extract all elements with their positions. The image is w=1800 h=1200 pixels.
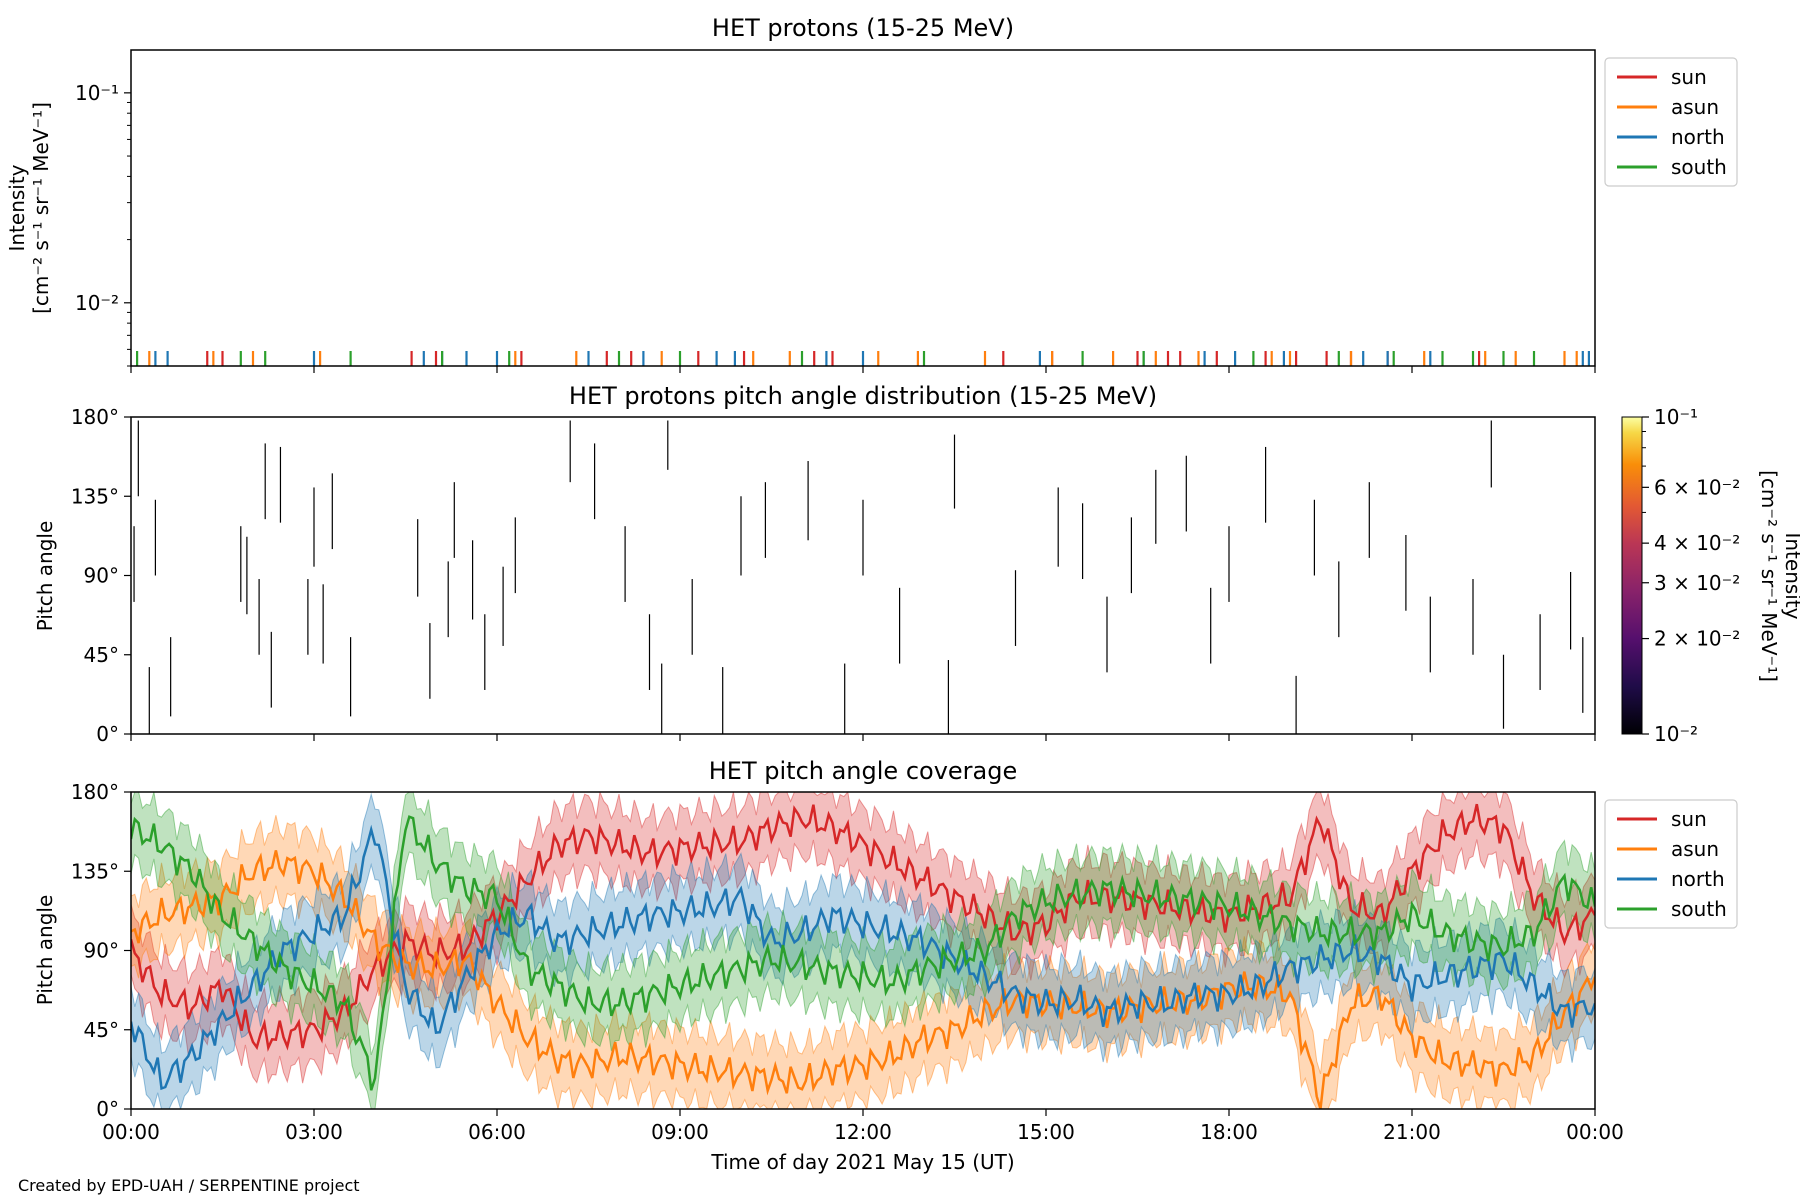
colorbar-tick-label: 4 × 10⁻²	[1654, 531, 1740, 555]
colorbar-tick-label: 10⁻¹	[1654, 405, 1698, 429]
colorbar: 10⁻¹ 6 × 10⁻² 4 × 10⁻² 3 × 10⁻² 2 × 10⁻² 10⁻²…	[1621, 405, 1800, 746]
y-tick-label: 45°	[84, 1018, 119, 1042]
series-line-sun	[131, 803, 1595, 1052]
colorbar-tick-label: 6 × 10⁻²	[1654, 475, 1740, 499]
legend-label-south: south	[1671, 155, 1727, 179]
legend-box	[1604, 799, 1738, 929]
y-tick-label: 90°	[84, 939, 119, 963]
colorbar-tick-label: 2 × 10⁻²	[1654, 627, 1740, 651]
y-tick-label: 0°	[96, 1097, 119, 1121]
colorbar-label: Intensity [cm⁻² s⁻¹ sr⁻¹ MeV⁻¹]	[1757, 470, 1800, 682]
panel3-ylabel: Pitch angle	[33, 895, 57, 1006]
panel1-ylabel: Intensity [cm⁻² s⁻¹ sr⁻¹ MeV⁻¹]	[5, 102, 53, 314]
panel-pitch-angle-coverage: HET pitch angle coverage Pitch angle 0° 4…	[33, 757, 1738, 1144]
colorbar-tick-label: 10⁻²	[1654, 722, 1698, 746]
series-line-north	[131, 824, 1595, 1091]
y-tick-label: 10⁻²	[75, 291, 119, 315]
legend-box	[1604, 57, 1738, 187]
panel1-ylabel-line1: Intensity	[5, 164, 29, 251]
panel1-frame	[130, 49, 1596, 367]
legend-label-north: north	[1671, 867, 1725, 891]
panel1-ylabel-line2: [cm⁻² s⁻¹ sr⁻¹ MeV⁻¹]	[29, 102, 53, 314]
x-tick-label: 06:00	[468, 1120, 526, 1144]
panel2-xticks	[130, 734, 1596, 741]
panel3-title: HET pitch angle coverage	[709, 757, 1017, 785]
y-tick-label: 180°	[71, 405, 119, 429]
panel-intensity: HET protons (15-25 MeV) Intensity [cm⁻² …	[5, 14, 1738, 373]
colorbar-label-line2: [cm⁻² s⁻¹ sr⁻¹ MeV⁻¹]	[1757, 470, 1781, 682]
series-line-south	[131, 815, 1595, 1091]
legend-label-south: south	[1671, 897, 1727, 921]
panel2-segments	[133, 420, 1584, 734]
panel1-xticks	[130, 366, 1596, 373]
panel1-legend: sun asun north south	[1604, 57, 1738, 187]
band-south	[131, 792, 1595, 1109]
y-tick-label: 45°	[84, 643, 119, 667]
credit-text: Created by EPD-UAH / SERPENTINE project	[18, 1176, 360, 1195]
x-tick-label: 00:00	[102, 1120, 160, 1144]
band-asun	[131, 815, 1595, 1109]
panel1-yticks: 10⁻¹ 10⁻²	[75, 81, 131, 367]
x-tick-label: 12:00	[834, 1120, 892, 1144]
y-tick-label: 0°	[96, 722, 119, 746]
panel3-legend: sun asun north south	[1604, 799, 1738, 929]
panel1-title: HET protons (15-25 MeV)	[712, 14, 1014, 42]
panel1-spikes	[136, 351, 1591, 366]
legend-label-north: north	[1671, 125, 1725, 149]
legend-label-asun: asun	[1671, 837, 1719, 861]
x-axis-label: Time of day 2021 May 15 (UT)	[710, 1150, 1014, 1174]
y-tick-label: 10⁻¹	[75, 81, 119, 105]
series-line-asun	[131, 850, 1595, 1109]
y-tick-label: 135°	[71, 859, 119, 883]
colorbar-gradient	[1621, 416, 1643, 735]
panel3-yticks: 0° 45° 90° 135° 180°	[71, 780, 131, 1121]
y-tick-label: 180°	[71, 780, 119, 804]
panel-pitch-angle-distribution: HET protons pitch angle distribution (15…	[33, 382, 1800, 746]
x-tick-label: 18:00	[1200, 1120, 1258, 1144]
x-tick-label: 21:00	[1383, 1120, 1441, 1144]
panel2-ylabel: Pitch angle	[33, 521, 57, 632]
x-tick-label: 15:00	[1017, 1120, 1075, 1144]
band-north	[131, 792, 1595, 1109]
panel3-plot	[131, 792, 1595, 1109]
colorbar-tick-label: 3 × 10⁻²	[1654, 571, 1740, 595]
y-tick-label: 90°	[84, 564, 119, 588]
colorbar-label-line1: Intensity	[1781, 532, 1800, 619]
colorbar-ticks: 10⁻¹ 6 × 10⁻² 4 × 10⁻² 3 × 10⁻² 2 × 10⁻² 10⁻²	[1642, 405, 1740, 746]
legend-label-sun: sun	[1671, 807, 1707, 831]
legend-label-sun: sun	[1671, 65, 1707, 89]
panel3-xticks: 00:00 03:00 06:00 09:00 12:00 15:00 18:00 21:00…	[102, 1109, 1624, 1144]
x-tick-label: 09:00	[651, 1120, 709, 1144]
x-tick-label: 03:00	[285, 1120, 343, 1144]
panel2-title: HET protons pitch angle distribution (15…	[569, 382, 1157, 410]
legend-label-asun: asun	[1671, 95, 1719, 119]
x-tick-label: 00:00	[1566, 1120, 1624, 1144]
panel2-yticks: 0° 45° 90° 135° 180°	[71, 405, 131, 746]
y-tick-label: 135°	[71, 484, 119, 508]
